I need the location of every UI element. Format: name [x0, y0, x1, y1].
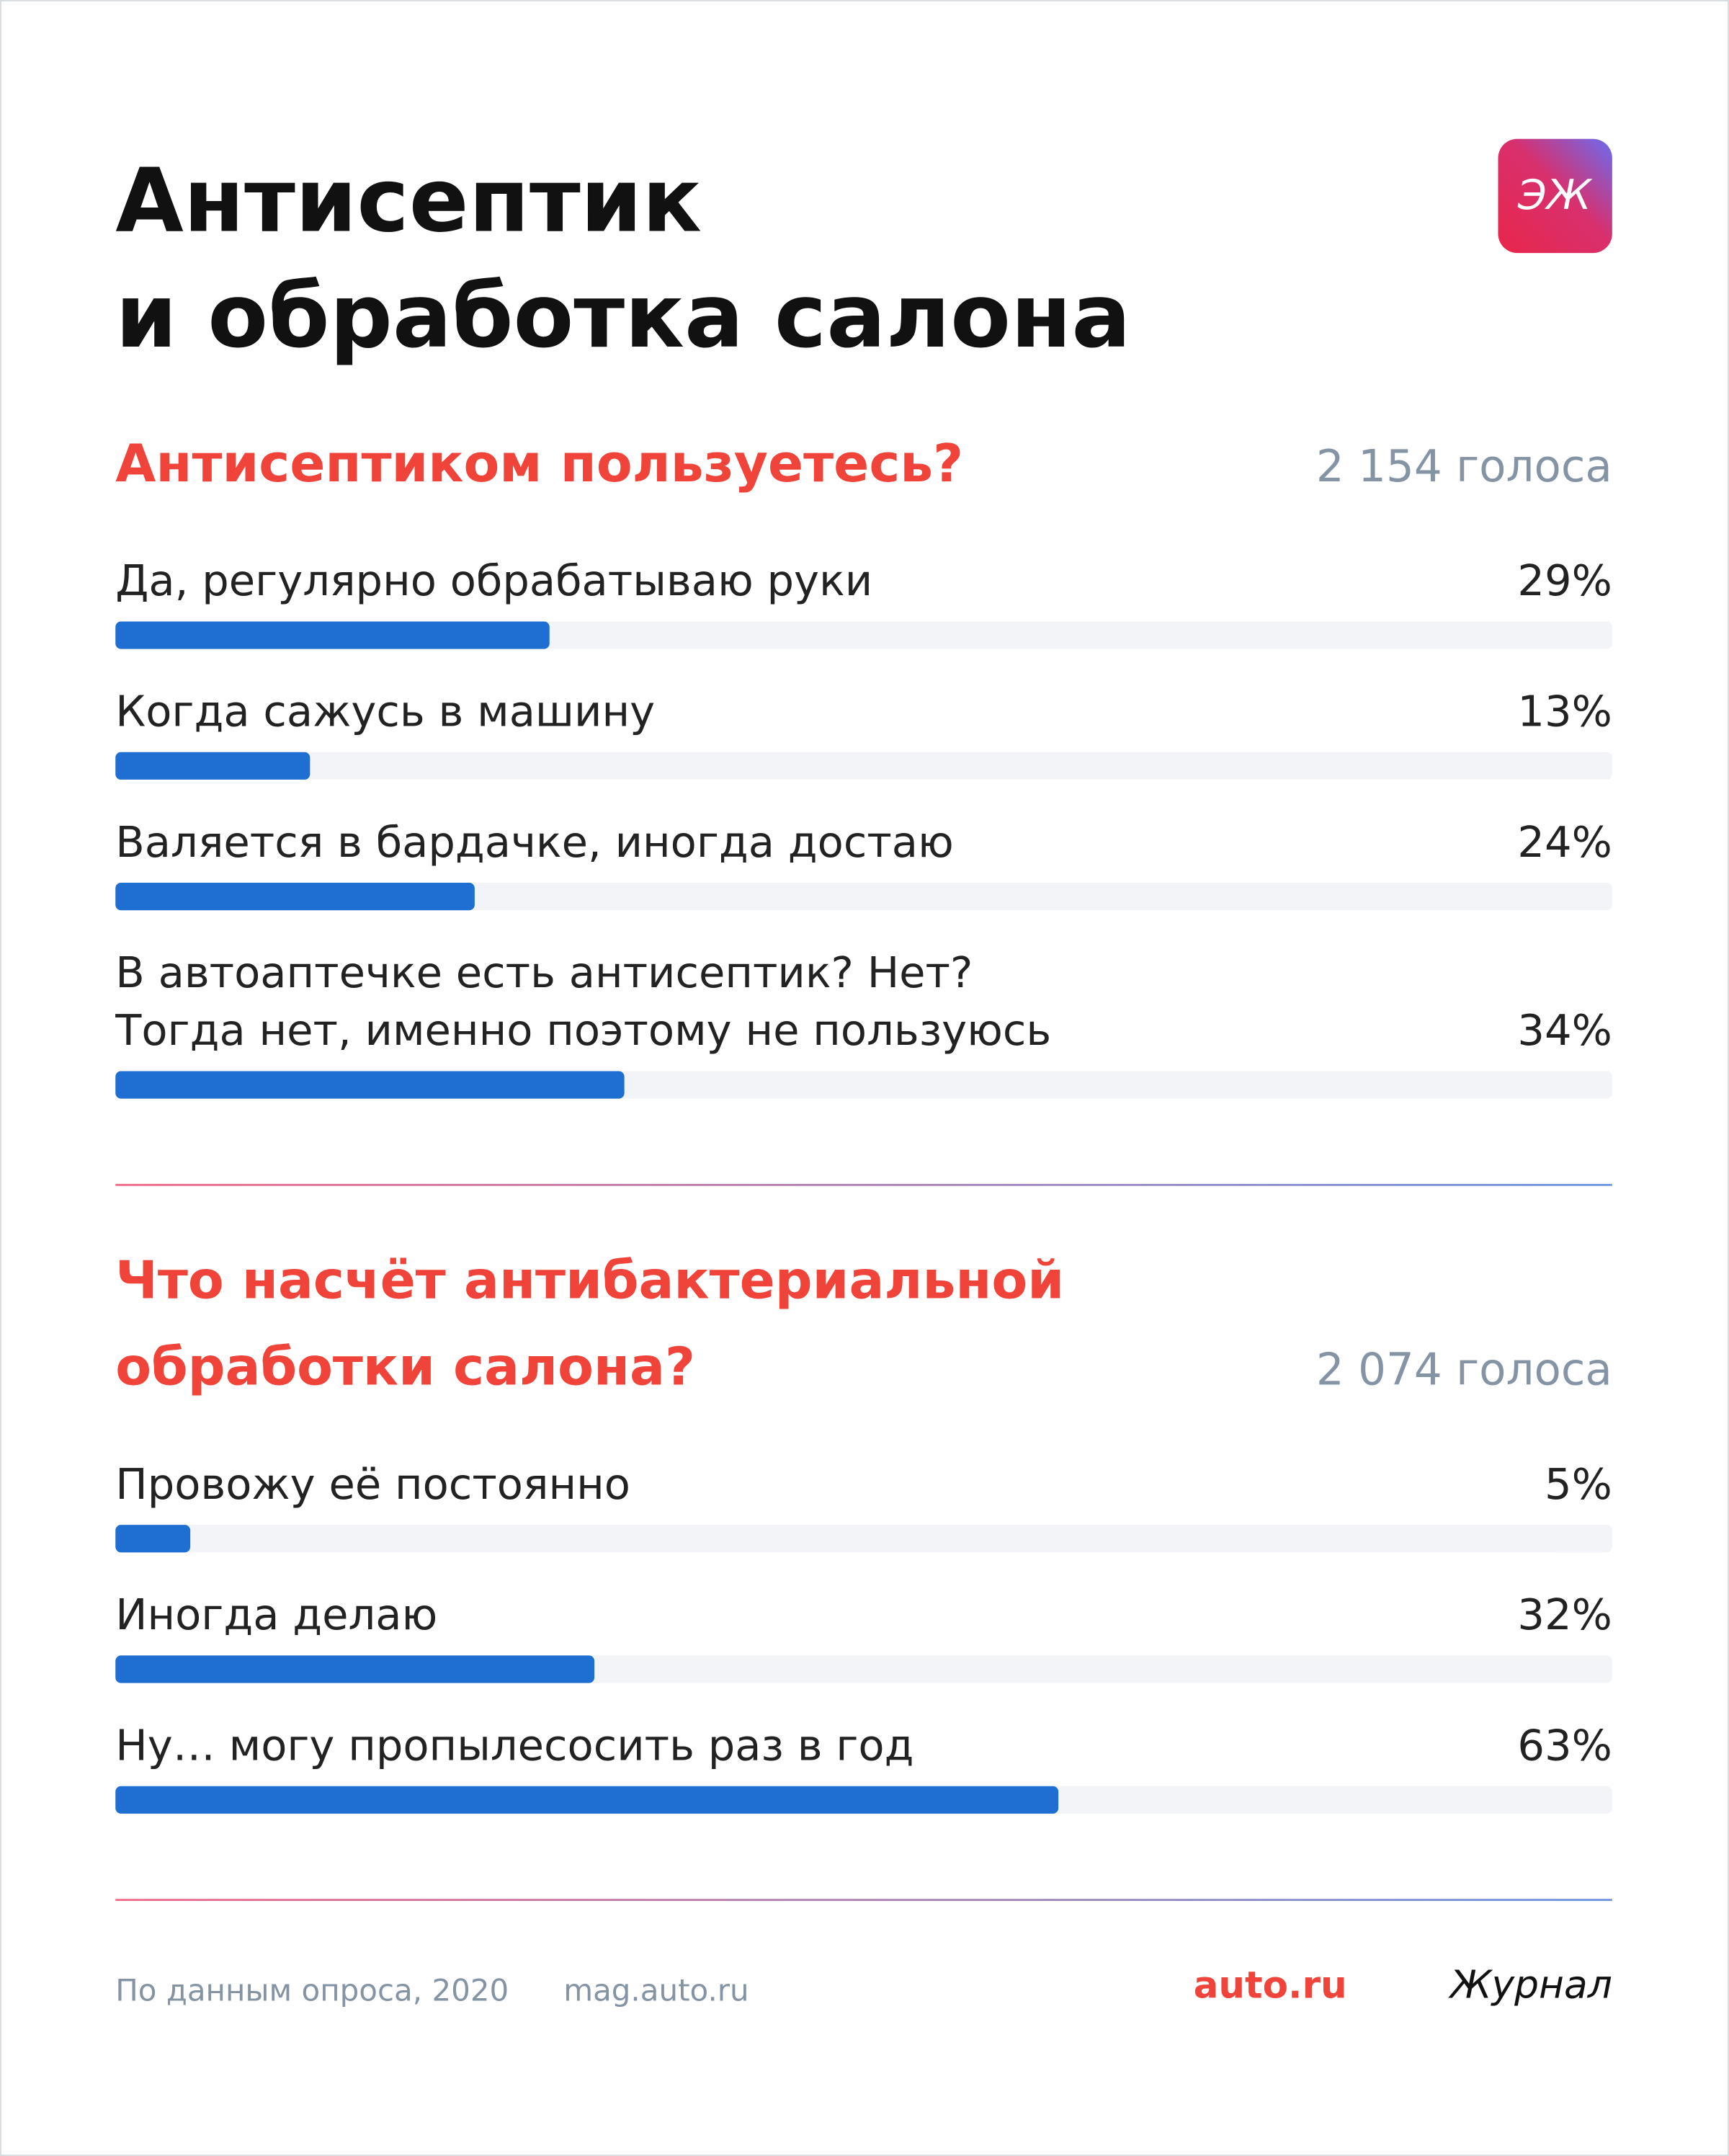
option-label: Провожу её постоянно — [115, 1459, 630, 1509]
bar — [115, 1071, 625, 1099]
value-label: 34% — [1517, 1005, 1612, 1055]
option-label: Ну… могу пропылесосить раз в год — [115, 1720, 913, 1770]
value-label: 32% — [1517, 1590, 1612, 1639]
footer-brand: auto.ru — [1194, 1964, 1347, 2008]
option-label: Да, регулярно обрабатываю руки — [115, 556, 872, 605]
value-label: 13% — [1517, 687, 1612, 736]
title-line: и обработка салона — [115, 265, 1130, 368]
bar-track — [115, 883, 1612, 911]
option-label: Когда сажусь в машину — [115, 687, 655, 736]
value-label: 24% — [1517, 817, 1612, 867]
vote-count: 2 154 голоса — [1316, 441, 1612, 492]
bar-track — [115, 1525, 1612, 1553]
logo-text: ЭЖ — [1517, 172, 1593, 219]
option-label: Иногда делаю — [115, 1590, 437, 1639]
option-label: Валяется в бардачке, иногда достаю — [115, 817, 954, 867]
question: Что насчёт антибактериальной обработки са… — [115, 1250, 1064, 1397]
vote-count: 2 074 голоса — [1316, 1345, 1612, 1396]
value-label: 63% — [1517, 1720, 1612, 1770]
bar — [115, 752, 310, 780]
bar — [115, 1655, 595, 1683]
bar — [115, 883, 475, 911]
footer-journal: Журнал — [1448, 1962, 1612, 2008]
title-line: Антисептик — [115, 150, 702, 252]
footer-site: mag.auto.ru — [563, 1972, 749, 2008]
bar — [115, 1525, 191, 1553]
separator — [115, 1899, 1612, 1902]
question: Антисептиком пользуетесь? — [115, 434, 963, 494]
separator — [115, 1183, 1612, 1186]
bar — [115, 621, 550, 649]
value-label: 29% — [1517, 556, 1612, 605]
option-label: В автоаптечке есть антисептик? Нет? Тогда… — [115, 948, 1051, 1055]
logo-badge — [1498, 138, 1612, 254]
bar-track — [115, 752, 1612, 780]
footer-source: По данным опроса, 2020 — [115, 1972, 509, 2008]
value-label: 5% — [1545, 1459, 1612, 1509]
bar — [115, 1786, 1059, 1814]
